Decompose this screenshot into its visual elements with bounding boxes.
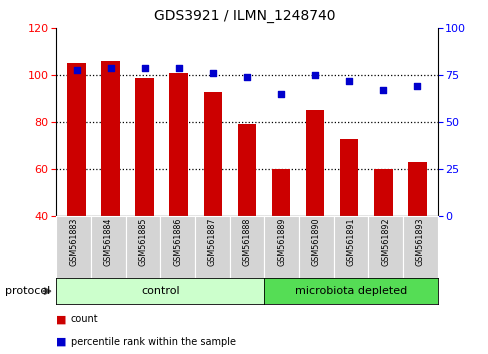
Bar bbox=[305, 110, 324, 216]
Text: microbiota depleted: microbiota depleted bbox=[294, 286, 407, 296]
Point bbox=[175, 65, 183, 70]
Point bbox=[345, 78, 352, 84]
Point bbox=[106, 65, 114, 70]
Point bbox=[379, 87, 386, 93]
Bar bbox=[101, 61, 120, 216]
Point bbox=[73, 67, 81, 73]
Text: GSM561887: GSM561887 bbox=[207, 218, 216, 266]
Text: GSM561886: GSM561886 bbox=[173, 218, 182, 266]
Text: protocol: protocol bbox=[5, 286, 50, 296]
Text: count: count bbox=[71, 314, 98, 324]
Bar bbox=[373, 169, 392, 216]
Point bbox=[277, 91, 285, 97]
Text: GSM561884: GSM561884 bbox=[103, 218, 113, 266]
Text: GSM561888: GSM561888 bbox=[242, 218, 251, 266]
Point bbox=[243, 74, 250, 80]
Bar bbox=[271, 169, 290, 216]
Bar bbox=[135, 78, 154, 216]
Bar bbox=[339, 138, 358, 216]
Point bbox=[412, 84, 420, 89]
Text: ■: ■ bbox=[56, 337, 66, 347]
Text: GSM561891: GSM561891 bbox=[346, 218, 355, 266]
Text: GDS3921 / ILMN_1248740: GDS3921 / ILMN_1248740 bbox=[153, 9, 335, 23]
Point bbox=[310, 73, 318, 78]
Bar bbox=[203, 92, 222, 216]
Point bbox=[208, 70, 216, 76]
Text: percentile rank within the sample: percentile rank within the sample bbox=[71, 337, 235, 347]
Text: ■: ■ bbox=[56, 314, 66, 324]
Point bbox=[141, 65, 148, 70]
Text: GSM561892: GSM561892 bbox=[380, 218, 389, 267]
Bar bbox=[407, 162, 426, 216]
Bar bbox=[237, 125, 256, 216]
Bar bbox=[169, 73, 188, 216]
Text: GSM561883: GSM561883 bbox=[69, 218, 78, 266]
Text: GSM561893: GSM561893 bbox=[415, 218, 424, 266]
Text: control: control bbox=[141, 286, 179, 296]
Text: GSM561890: GSM561890 bbox=[311, 218, 320, 266]
Bar bbox=[67, 63, 86, 216]
Text: GSM561885: GSM561885 bbox=[138, 218, 147, 266]
Text: GSM561889: GSM561889 bbox=[277, 218, 285, 266]
